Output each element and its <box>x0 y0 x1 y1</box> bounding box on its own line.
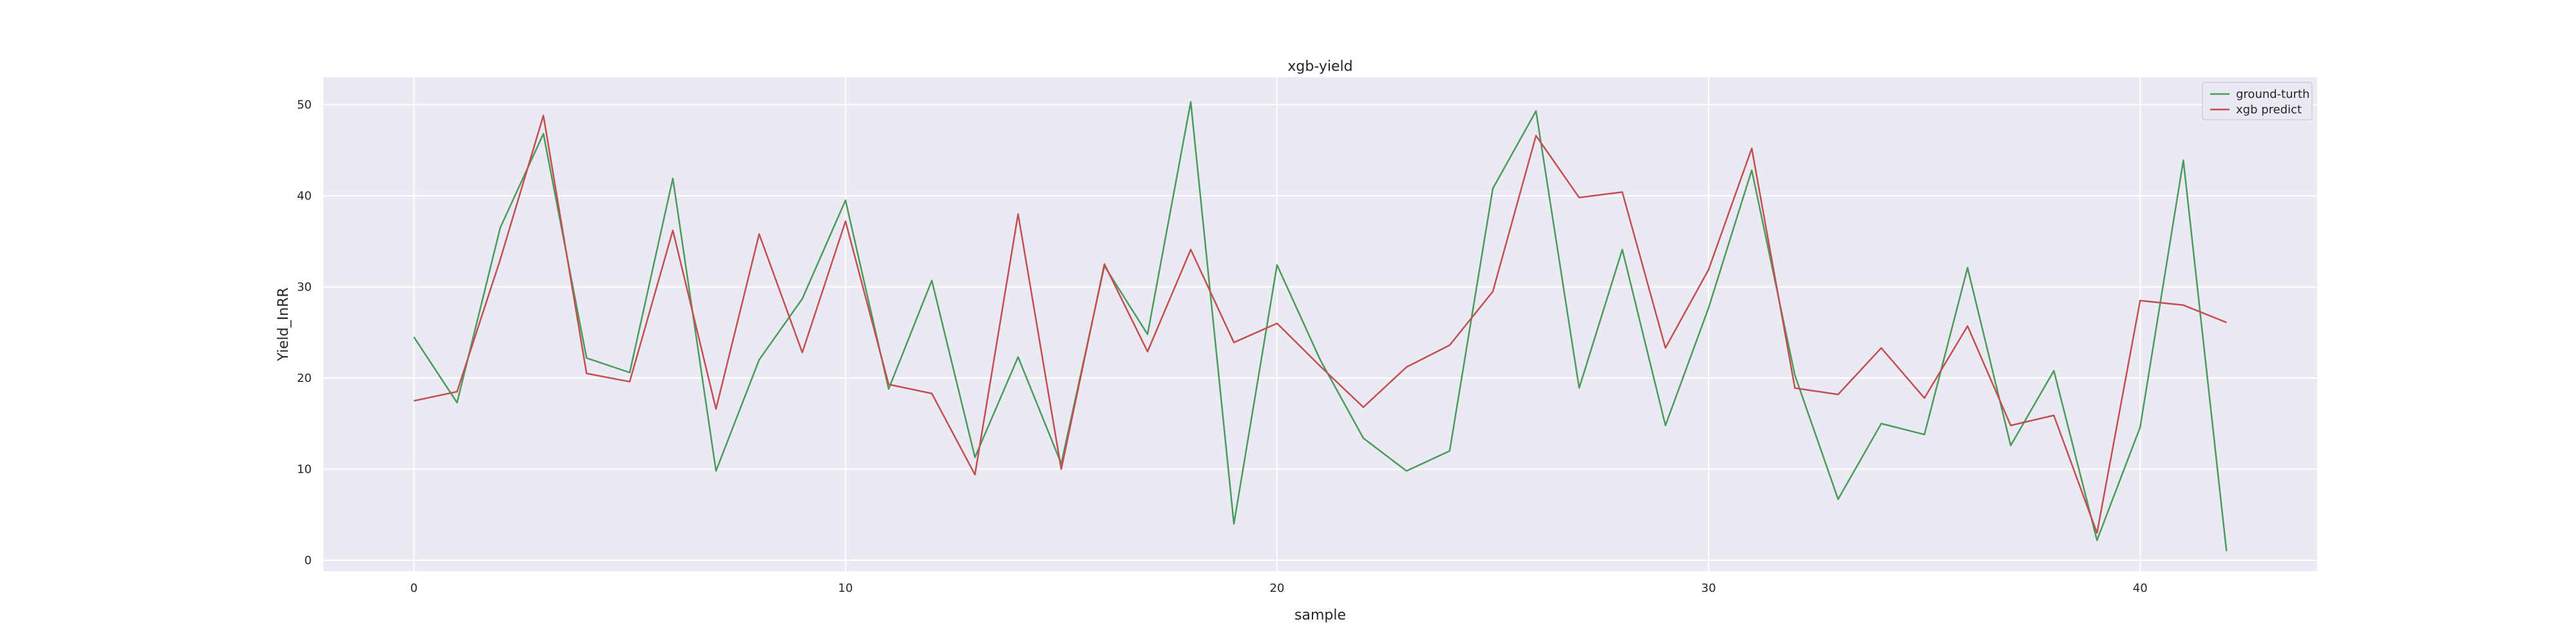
y-tick-label: 40 <box>297 189 312 203</box>
chart-title: xgb-yield <box>1287 59 1352 75</box>
series-layer <box>413 100 2228 552</box>
legend-label: ground-turth <box>2236 88 2310 101</box>
x-axis-label: sample <box>1294 607 1346 623</box>
y-axis-label: Yield_InRR <box>276 287 292 361</box>
series-line-1 <box>413 100 2228 552</box>
plot-area <box>323 77 2317 571</box>
y-tick-label: 0 <box>305 554 312 567</box>
series-line-2 <box>413 115 2227 534</box>
x-tick-label: 40 <box>2133 582 2148 595</box>
x-tick-label: 10 <box>838 582 853 595</box>
x-tick-label: 0 <box>410 582 417 595</box>
y-tick-label: 30 <box>297 280 312 294</box>
x-tick-label: 20 <box>1270 582 1285 595</box>
x-tick-label: 30 <box>1701 582 1716 595</box>
y-tick-label: 10 <box>297 463 312 477</box>
tick-labels: 0 10 20 30 40 0 10 20 30 40 50 <box>297 98 2148 595</box>
legend-box <box>2202 82 2313 120</box>
y-tick-label: 50 <box>297 98 312 111</box>
grid-lines <box>323 77 2317 571</box>
legend: ground-turth xgb predict <box>2202 82 2313 120</box>
y-tick-label: 20 <box>297 372 312 385</box>
legend-label: xgb predict <box>2236 103 2302 117</box>
